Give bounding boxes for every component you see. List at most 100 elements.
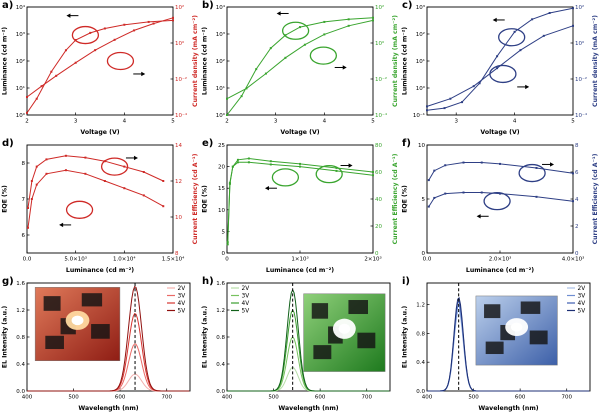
- svg-text:5.0×10³: 5.0×10³: [64, 256, 87, 263]
- svg-text:10: 10: [218, 208, 225, 214]
- svg-text:0.4: 0.4: [416, 360, 425, 366]
- y-axis-label-left: EQE (%): [202, 185, 209, 213]
- panel-g: g) 400 500 600 700 0.0 0.4 0.8 1.2 1.6 Wavelength …: [0, 276, 200, 414]
- panel-label: f): [402, 138, 411, 149]
- svg-text:10: 10: [418, 143, 425, 149]
- series-current-density: [226, 19, 374, 100]
- svg-text:10⁰: 10⁰: [375, 40, 385, 47]
- axis-direction-arrow: [59, 222, 72, 228]
- legend-label: 5V: [578, 309, 586, 315]
- svg-text:10²: 10²: [416, 31, 425, 38]
- panel-b: b) 2 3 4 5 10⁰ 10¹ 10² 10³ 10⁴ 10⁻⁴ 10⁻² 10⁰ 10² Volta…: [200, 0, 400, 138]
- legend-label: 2V: [578, 286, 586, 292]
- legend-label: 4V: [578, 301, 586, 307]
- svg-text:3: 3: [274, 119, 278, 125]
- svg-text:0.0: 0.0: [416, 389, 425, 395]
- svg-text:3: 3: [454, 119, 458, 125]
- svg-text:10⁰: 10⁰: [216, 112, 226, 119]
- svg-text:5: 5: [171, 119, 175, 125]
- legend-label: 3V: [578, 294, 586, 300]
- x-axis-label: Luminance (cd m⁻²): [466, 267, 534, 274]
- svg-text:20: 20: [218, 165, 225, 171]
- x-axis-label: Voltage (V): [80, 129, 119, 136]
- axis-direction-arrow: [66, 13, 79, 18]
- x-axis-label: Voltage (V): [280, 129, 319, 136]
- svg-text:6: 6: [575, 170, 579, 176]
- svg-text:1.2: 1.2: [416, 303, 425, 309]
- panel-label: e): [202, 138, 214, 149]
- series-current-efficiency: [227, 157, 374, 243]
- svg-text:10²: 10²: [175, 4, 184, 11]
- y-axis-label-left: EL Intensity (a.u.): [2, 306, 9, 369]
- svg-text:700: 700: [561, 395, 572, 401]
- x-axis-label: Wavelength (nm): [278, 405, 338, 412]
- svg-text:1.0×10⁴: 1.0×10⁴: [113, 256, 136, 263]
- chart-i: 400 500 600 700 0.0 0.4 0.8 1.2 Wavelength (nm) E…: [402, 282, 591, 412]
- y-axis-label-right: Current Efficiency (cd A⁻¹): [392, 153, 399, 244]
- panel-label: b): [202, 0, 214, 11]
- device-electrode-shape: [313, 345, 332, 360]
- device-photo-inset: [475, 295, 558, 366]
- device-photo-inset: [34, 287, 121, 362]
- device-photo-inset: [303, 293, 386, 372]
- svg-text:10⁴: 10⁴: [216, 4, 226, 11]
- svg-text:10²: 10²: [375, 4, 384, 11]
- svg-text:4: 4: [323, 119, 327, 125]
- svg-text:1.2: 1.2: [216, 308, 225, 314]
- device-electrode-shape: [43, 296, 61, 311]
- svg-text:0: 0: [575, 251, 579, 257]
- svg-text:2.0×10³: 2.0×10³: [489, 256, 512, 263]
- svg-text:5: 5: [371, 119, 375, 125]
- x-axis-label: Luminance (cd m⁻²): [66, 267, 134, 274]
- plot-frame: [226, 144, 374, 254]
- svg-text:10⁴: 10⁴: [16, 4, 26, 11]
- legend-label: 2V: [242, 286, 250, 292]
- axis-direction-arrow: [542, 162, 555, 167]
- legend-label: 5V: [178, 309, 186, 315]
- panel-c: c) 3 4 5 10⁻¹ 10⁰ 10¹ 10² 10³ 10⁻⁴ 10⁻² 10⁰ 10² Volta…: [400, 0, 600, 138]
- svg-text:0.0: 0.0: [216, 389, 225, 395]
- y-axis-label-left: Luminance (cd m⁻²): [2, 27, 9, 95]
- svg-text:10³: 10³: [416, 4, 425, 11]
- axis-direction-arrow: [340, 163, 353, 168]
- plot-frame: [26, 6, 174, 116]
- y-axis-label-left: Luminance (cd m⁻²): [402, 27, 409, 95]
- panel-label: a): [2, 0, 14, 11]
- svg-text:15: 15: [218, 186, 225, 192]
- y-axis-label-left: EQE (%): [2, 185, 9, 213]
- y-axis-label-left: EL Intensity (a.u.): [202, 306, 209, 369]
- svg-text:1×10³: 1×10³: [291, 256, 308, 263]
- svg-text:2×10³: 2×10³: [364, 256, 381, 263]
- axes-ticks: 0.0 5.0×10³ 1.0×10⁴ 1.5×10⁴ 6 7 8 8 10 12 14: [22, 143, 186, 263]
- series-eqe: [227, 161, 374, 245]
- chart-b: 2 3 4 5 10⁰ 10¹ 10² 10³ 10⁴ 10⁻⁴ 10⁻² 10⁰ 10² Voltage…: [202, 4, 400, 136]
- svg-text:400: 400: [22, 395, 33, 401]
- axis-indicator-ellipse: [489, 64, 517, 84]
- series-5v: [427, 296, 590, 392]
- axis-direction-arrow: [264, 186, 277, 191]
- svg-text:10²: 10²: [16, 58, 25, 65]
- axes-ticks: 2 3 4 5 10⁰ 10¹ 10² 10³ 10⁴ 10⁻⁴ 10⁻² 10⁰ 10²: [216, 4, 388, 125]
- svg-text:700: 700: [161, 395, 172, 401]
- series-current-efficiency: [27, 155, 164, 209]
- svg-text:10⁻²: 10⁻²: [575, 76, 587, 83]
- svg-text:0.4: 0.4: [216, 362, 225, 368]
- series-eqe: [27, 169, 164, 228]
- svg-text:700: 700: [361, 395, 372, 401]
- svg-text:10¹: 10¹: [16, 85, 25, 92]
- svg-text:10¹: 10¹: [216, 85, 225, 92]
- axis-indicator-ellipse: [518, 163, 546, 183]
- axis-direction-arrow: [125, 155, 138, 161]
- svg-text:10⁰: 10⁰: [416, 85, 426, 92]
- svg-text:400: 400: [222, 395, 233, 401]
- series-2v: [27, 373, 190, 392]
- svg-text:0: 0: [225, 257, 229, 263]
- panel-h: h) 400 500 600 700 0.0 0.4 0.8 1.2 1.6 Wavelength …: [200, 276, 400, 414]
- svg-text:1.6: 1.6: [16, 281, 25, 287]
- panel-i: i) 400 500 600 700 0.0 0.4 0.8 1.2 Wavelength (nm…: [400, 276, 600, 414]
- y-axis-label-right: Current density (mA cm⁻²): [192, 15, 199, 107]
